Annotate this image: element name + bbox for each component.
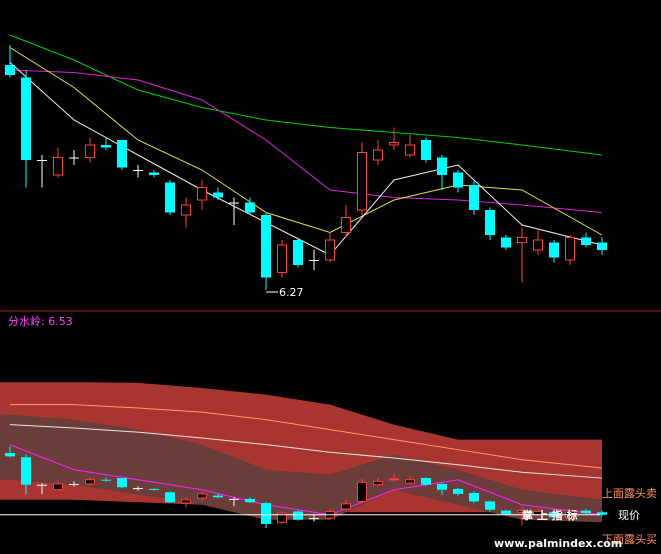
candle-body (533, 239, 543, 251)
low-label: 6.27 (279, 286, 304, 299)
candle-body (149, 488, 159, 490)
candle-body (133, 488, 143, 490)
candle-body (21, 457, 31, 485)
candle-body (213, 495, 223, 498)
candle-body (181, 499, 191, 504)
candle-body (453, 488, 463, 494)
indicator-title: 分水岭: 6.53 (8, 314, 73, 328)
lower-note: 下面露头买 (602, 533, 657, 546)
candle-body (309, 260, 319, 261)
candle-body (501, 510, 511, 514)
candle-body (485, 210, 495, 235)
candle-body (357, 481, 367, 502)
candle-body (5, 65, 15, 75)
candle-body (197, 493, 207, 499)
candle-body (437, 157, 447, 175)
candle-body (101, 479, 111, 481)
candle-body (197, 187, 207, 201)
candle-body (437, 483, 447, 490)
candle-body (453, 172, 463, 188)
moving-average (9, 69, 603, 213)
band-line (10, 404, 603, 469)
candle-body (37, 484, 47, 486)
price-line-label: 现价 (618, 509, 640, 522)
candle-body (165, 182, 175, 213)
candle-body (277, 512, 287, 523)
moving-average (9, 47, 603, 236)
candle-body (229, 202, 239, 204)
candle-body (277, 244, 287, 273)
candle-body (517, 510, 527, 513)
candle-body (485, 501, 495, 510)
candle-body (5, 453, 15, 457)
candle-body (549, 242, 559, 258)
candle-body (21, 77, 31, 160)
candle-body (389, 142, 399, 146)
candle-body (581, 510, 591, 514)
candle-body (293, 240, 303, 265)
candle-body (501, 237, 511, 248)
candle-body (597, 512, 607, 515)
brand: 掌 上 指 标 (522, 508, 578, 522)
candle-body (69, 157, 79, 159)
candle-body (581, 237, 591, 245)
band-line (9, 424, 603, 479)
candle-body (165, 492, 175, 503)
candle-body (133, 170, 143, 171)
candle-body (229, 498, 239, 500)
candle-body (469, 493, 479, 502)
candle-body (149, 172, 159, 175)
band-line (9, 444, 603, 516)
watermark: www.palmindex.com (494, 537, 622, 550)
candle-body (597, 242, 607, 250)
candle-body (181, 204, 191, 216)
candle-body (421, 478, 431, 485)
candle-body (389, 478, 399, 481)
candle-body (373, 149, 383, 161)
candle-body (293, 511, 303, 520)
candle-body (405, 144, 415, 156)
candle-body (117, 140, 127, 168)
candle-body (245, 202, 255, 213)
candle-body (213, 192, 223, 198)
candle-body (53, 157, 63, 176)
candle-body (341, 217, 351, 233)
candle-body (341, 503, 351, 510)
candle-body (101, 145, 111, 148)
candle-body (85, 479, 95, 485)
candle-body (373, 480, 383, 486)
band (0, 414, 602, 523)
moving-average (9, 34, 603, 156)
candle-body (405, 479, 415, 484)
candle-body (85, 144, 95, 158)
upper-note: 上面露头卖 (602, 487, 657, 500)
candle-body (261, 215, 271, 278)
candle-body (565, 237, 575, 261)
candle-body (309, 518, 319, 520)
candle-body (325, 239, 335, 261)
candle-body (517, 237, 527, 243)
candle-body (117, 478, 127, 488)
candle-body (469, 185, 479, 210)
candle-body (261, 503, 271, 524)
candle-body (37, 160, 47, 161)
candle-body (53, 483, 63, 491)
candle-body (421, 140, 431, 160)
candle-body (357, 152, 367, 211)
candle-body (245, 498, 255, 503)
candle-body (69, 483, 79, 485)
moving-average (9, 62, 603, 256)
